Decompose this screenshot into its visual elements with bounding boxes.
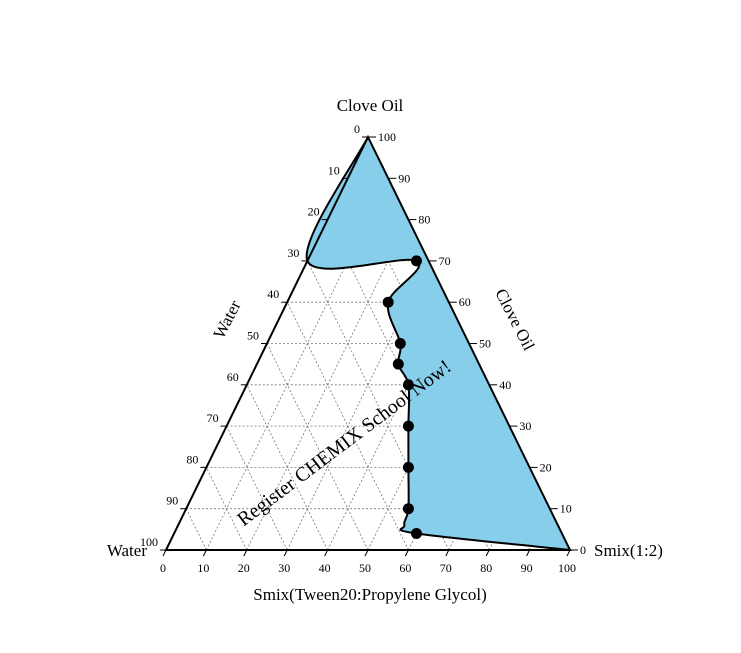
- right-tick-label: 50: [479, 337, 491, 351]
- right-tick-label: 60: [459, 295, 471, 309]
- vertex-label-water: Water: [107, 541, 147, 560]
- axis-label-clove-oil: Clove Oil: [491, 286, 538, 354]
- data-point: [382, 296, 394, 308]
- bottom-tick-mark: [445, 549, 450, 557]
- bottom-tick-label: 60: [399, 561, 411, 575]
- bottom-tick-label: 0: [160, 561, 166, 575]
- bottom-tick-mark: [566, 549, 571, 557]
- bottom-tick-label: 70: [440, 561, 452, 575]
- left-tick-label: 100: [140, 535, 158, 549]
- right-tick-label: 100: [378, 130, 396, 144]
- tick-marks: 0102030405060708090100100908070605040302…: [140, 122, 586, 575]
- grid-line-water: [185, 508, 207, 551]
- left-tick-label: 30: [287, 246, 299, 260]
- right-tick-label: 70: [439, 254, 451, 268]
- left-tick-label: 40: [267, 287, 279, 301]
- grid-line-water: [226, 425, 288, 551]
- left-tick-label: 10: [328, 163, 340, 177]
- bottom-tick-mark: [364, 549, 369, 557]
- left-tick-label: 50: [247, 329, 259, 343]
- bottom-tick-label: 30: [278, 561, 290, 575]
- axis-label-smix: Smix(Tween20:Propylene Glycol): [253, 585, 486, 604]
- right-tick-label: 90: [398, 171, 410, 185]
- left-tick-label: 0: [354, 122, 360, 136]
- grid-line-water: [206, 467, 248, 551]
- left-tick-label: 20: [308, 205, 320, 219]
- grid-line-water: [246, 384, 328, 551]
- left-tick-label: 90: [166, 494, 178, 508]
- bottom-tick-mark: [485, 549, 490, 557]
- grid-line-smix: [246, 219, 409, 551]
- bottom-tick-mark: [526, 549, 531, 557]
- bottom-tick-mark: [202, 549, 207, 557]
- data-point: [394, 338, 406, 349]
- right-tick-label: 40: [499, 378, 511, 392]
- data-point: [402, 503, 414, 515]
- bottom-tick-label: 10: [197, 561, 209, 575]
- bottom-tick-mark: [162, 549, 167, 557]
- bottom-tick-mark: [243, 549, 248, 557]
- bottom-tick-label: 20: [238, 561, 250, 575]
- left-tick-label: 60: [227, 370, 239, 384]
- right-tick-label: 10: [560, 502, 572, 516]
- data-point: [410, 527, 422, 539]
- microemulsion-region: [306, 137, 570, 550]
- data-points: [382, 255, 422, 539]
- bottom-tick-mark: [283, 549, 288, 557]
- axis-label-water: Water: [210, 297, 245, 342]
- bottom-tick-mark: [404, 549, 409, 557]
- right-tick-label: 20: [540, 460, 552, 474]
- data-point: [402, 420, 414, 432]
- left-tick-label: 70: [207, 411, 219, 425]
- right-tick-label: 30: [519, 419, 531, 433]
- data-point: [410, 255, 422, 267]
- bottom-tick-label: 80: [480, 561, 492, 575]
- left-tick-label: 80: [186, 452, 198, 466]
- vertex-label-smix: Smix(1:2): [594, 541, 663, 560]
- right-tick-label: 0: [580, 543, 586, 557]
- bottom-tick-label: 50: [359, 561, 371, 575]
- bottom-tick-label: 90: [521, 561, 533, 575]
- data-point: [402, 379, 414, 391]
- bottom-tick-label: 40: [319, 561, 331, 575]
- data-point: [392, 358, 404, 370]
- bottom-tick-label: 100: [558, 561, 576, 575]
- bottom-tick-mark: [324, 549, 329, 557]
- vertex-label-clove-oil: Clove Oil: [337, 96, 404, 115]
- data-point: [402, 461, 414, 473]
- right-tick-label: 80: [418, 213, 430, 227]
